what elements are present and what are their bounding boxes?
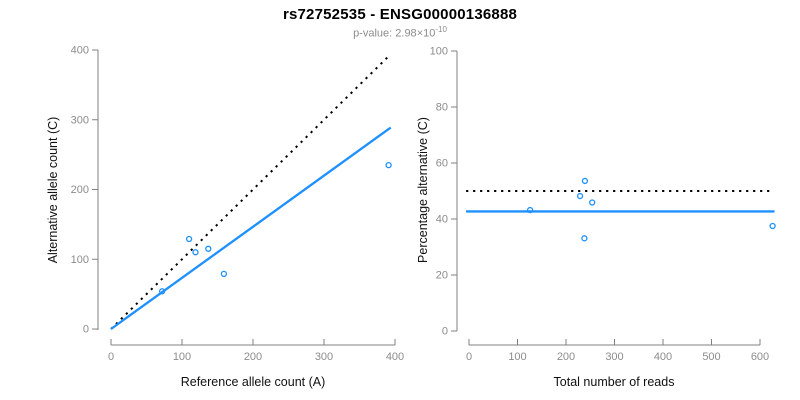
y-tick-label: 40 bbox=[436, 214, 448, 226]
y-tick-label: 20 bbox=[436, 270, 448, 282]
y-tick-label: 400 bbox=[71, 45, 89, 57]
data-point bbox=[769, 222, 776, 230]
fit-line bbox=[110, 126, 392, 330]
x-tick-label: 300 bbox=[315, 351, 333, 363]
data-point bbox=[192, 249, 199, 256]
x-tick-label: 100 bbox=[173, 351, 191, 363]
data-point bbox=[205, 245, 212, 252]
data-point bbox=[220, 270, 228, 278]
x-tick-label: 200 bbox=[557, 351, 575, 363]
allele-counts-panel-x-axis-title: Reference allele count (A) bbox=[181, 375, 326, 389]
data-point bbox=[581, 235, 588, 242]
data-point bbox=[185, 235, 193, 243]
data-point bbox=[526, 206, 534, 214]
x-tick-label: 400 bbox=[386, 351, 404, 363]
x-tick-label: 100 bbox=[508, 351, 526, 363]
allele-counts-panel-y-axis-title: Alternative allele count (C) bbox=[46, 117, 60, 264]
x-tick-label: 200 bbox=[244, 351, 262, 363]
percentage-panel-x-axis-title: Total number of reads bbox=[554, 375, 675, 389]
y-tick-label: 300 bbox=[71, 114, 89, 126]
y-tick-label: 100 bbox=[71, 254, 89, 266]
x-tick-label: 0 bbox=[108, 351, 114, 363]
y-tick-label: 0 bbox=[83, 324, 89, 336]
x-tick-label: 300 bbox=[605, 351, 623, 363]
x-tick-label: 500 bbox=[702, 351, 720, 363]
y-tick-label: 100 bbox=[430, 46, 448, 58]
x-tick-label: 400 bbox=[654, 351, 672, 363]
data-point bbox=[589, 199, 596, 206]
x-tick-label: 600 bbox=[751, 351, 769, 363]
data-point bbox=[581, 177, 589, 185]
y-tick-label: 0 bbox=[442, 326, 448, 338]
y-tick-label: 80 bbox=[436, 102, 448, 114]
identity-line bbox=[110, 54, 391, 330]
x-tick-label: 0 bbox=[466, 351, 472, 363]
y-tick-label: 200 bbox=[71, 184, 89, 196]
y-tick-label: 60 bbox=[436, 158, 448, 170]
data-point bbox=[576, 192, 584, 200]
data-point bbox=[385, 161, 392, 169]
data-point bbox=[158, 288, 166, 295]
percentage-panel-y-axis-title: Percentage alternative (C) bbox=[416, 117, 430, 263]
